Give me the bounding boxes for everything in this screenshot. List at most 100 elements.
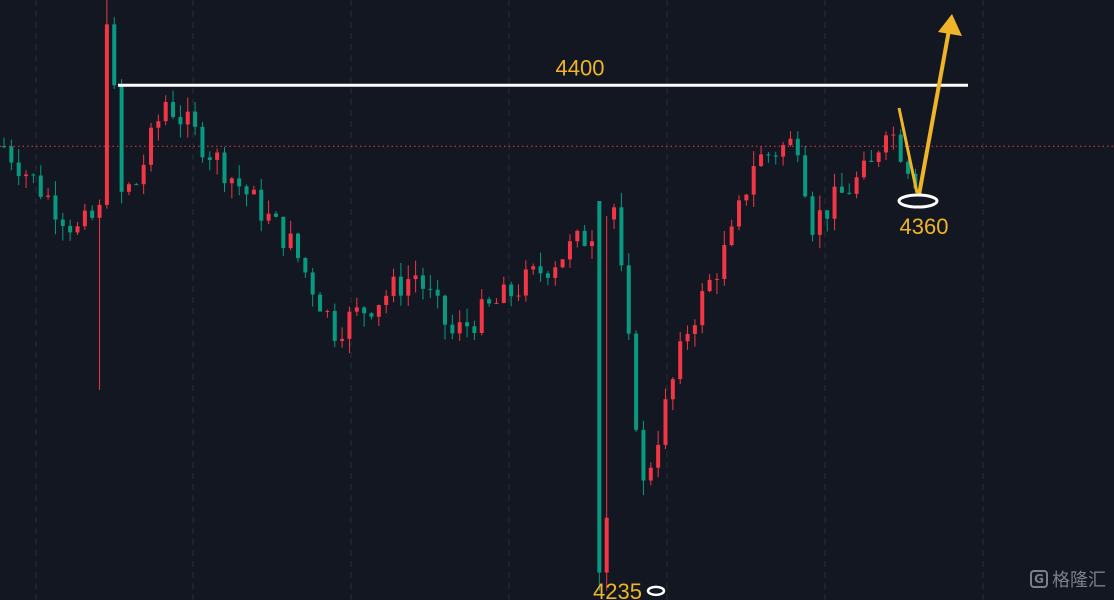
- candle: [626, 253, 631, 340]
- candle: [531, 263, 536, 275]
- up-arrow: [917, 29, 951, 196]
- candle: [898, 129, 903, 163]
- candle-body: [884, 135, 888, 153]
- candle: [406, 265, 411, 306]
- candle: [251, 185, 256, 195]
- candle: [487, 296, 492, 307]
- candle: [692, 319, 697, 347]
- candle: [560, 258, 565, 269]
- candle-body: [590, 241, 594, 246]
- candle: [575, 229, 580, 248]
- candle: [362, 306, 367, 327]
- candle: [744, 193, 749, 206]
- candle-body: [545, 273, 550, 278]
- candle: [97, 199, 102, 390]
- candle: [472, 320, 477, 341]
- candle-body: [538, 266, 543, 274]
- candle-body: [648, 467, 653, 481]
- candle-body: [861, 160, 866, 178]
- recent-low-label: 4235: [593, 579, 642, 600]
- candle-body: [869, 160, 874, 162]
- candle: [788, 131, 793, 147]
- candle-body: [781, 145, 786, 157]
- candle: [347, 306, 352, 354]
- candle: [597, 201, 602, 591]
- candle: [82, 203, 87, 230]
- candle-body: [31, 174, 36, 176]
- candle-body: [141, 164, 146, 185]
- candle: [722, 230, 727, 286]
- candle-body: [200, 126, 205, 158]
- candle-body: [626, 265, 631, 334]
- candles: [2, 0, 918, 591]
- candle: [803, 145, 808, 198]
- candle-body: [817, 210, 822, 235]
- candle: [678, 331, 683, 385]
- candle: [590, 230, 594, 259]
- candle-body: [737, 200, 741, 227]
- candle: [641, 420, 646, 496]
- candle-body: [906, 161, 911, 174]
- candle: [457, 310, 462, 342]
- candle-body: [531, 266, 536, 270]
- candle-body: [729, 226, 734, 246]
- candle-body: [325, 310, 330, 312]
- candle-body: [501, 284, 506, 303]
- candle: [876, 150, 881, 167]
- candle-body: [376, 304, 381, 317]
- candle: [119, 79, 124, 204]
- candle: [648, 462, 653, 486]
- candle: [509, 281, 514, 307]
- candle: [839, 172, 844, 194]
- candle: [619, 192, 624, 272]
- candle: [795, 131, 800, 163]
- candle: [832, 173, 837, 231]
- candle: [553, 261, 558, 286]
- candle-body: [362, 307, 367, 314]
- candle: [318, 292, 323, 312]
- candle-body: [487, 299, 492, 304]
- candle: [156, 114, 161, 141]
- candle-body: [443, 295, 447, 325]
- candle-body: [38, 175, 43, 197]
- candle-body: [582, 230, 587, 246]
- candle-body: [112, 24, 117, 86]
- candle: [670, 377, 675, 411]
- candle: [825, 210, 830, 232]
- candle: [200, 121, 205, 163]
- candle-body: [340, 338, 345, 341]
- candle-body: [891, 134, 896, 136]
- candle: [810, 191, 815, 242]
- candle: [296, 232, 300, 263]
- candle: [376, 304, 381, 326]
- candle-body: [251, 189, 256, 195]
- projection-arrows: [897, 14, 962, 196]
- candle-body: [751, 166, 756, 195]
- candle: [538, 252, 543, 282]
- candle: [714, 273, 719, 294]
- candle: [494, 298, 499, 304]
- candle-body: [420, 275, 425, 289]
- candle-body: [744, 194, 749, 201]
- candle: [737, 195, 741, 231]
- candle-body: [472, 326, 477, 334]
- candle: [134, 182, 139, 186]
- candle-body: [53, 195, 58, 220]
- candle-body: [288, 233, 293, 249]
- candle: [656, 430, 661, 478]
- candle: [398, 263, 403, 306]
- candle: [906, 159, 911, 179]
- candle: [501, 276, 506, 304]
- candle-body: [788, 138, 793, 146]
- candle-body: [193, 111, 198, 127]
- candle-body: [670, 379, 675, 400]
- candle: [861, 151, 866, 180]
- candle-body: [803, 155, 808, 197]
- candle-body: [575, 230, 580, 242]
- candle-body: [237, 178, 242, 187]
- candle-body: [60, 219, 65, 226]
- candle-body: [457, 322, 462, 334]
- candle: [450, 314, 455, 340]
- candle-body: [509, 284, 514, 297]
